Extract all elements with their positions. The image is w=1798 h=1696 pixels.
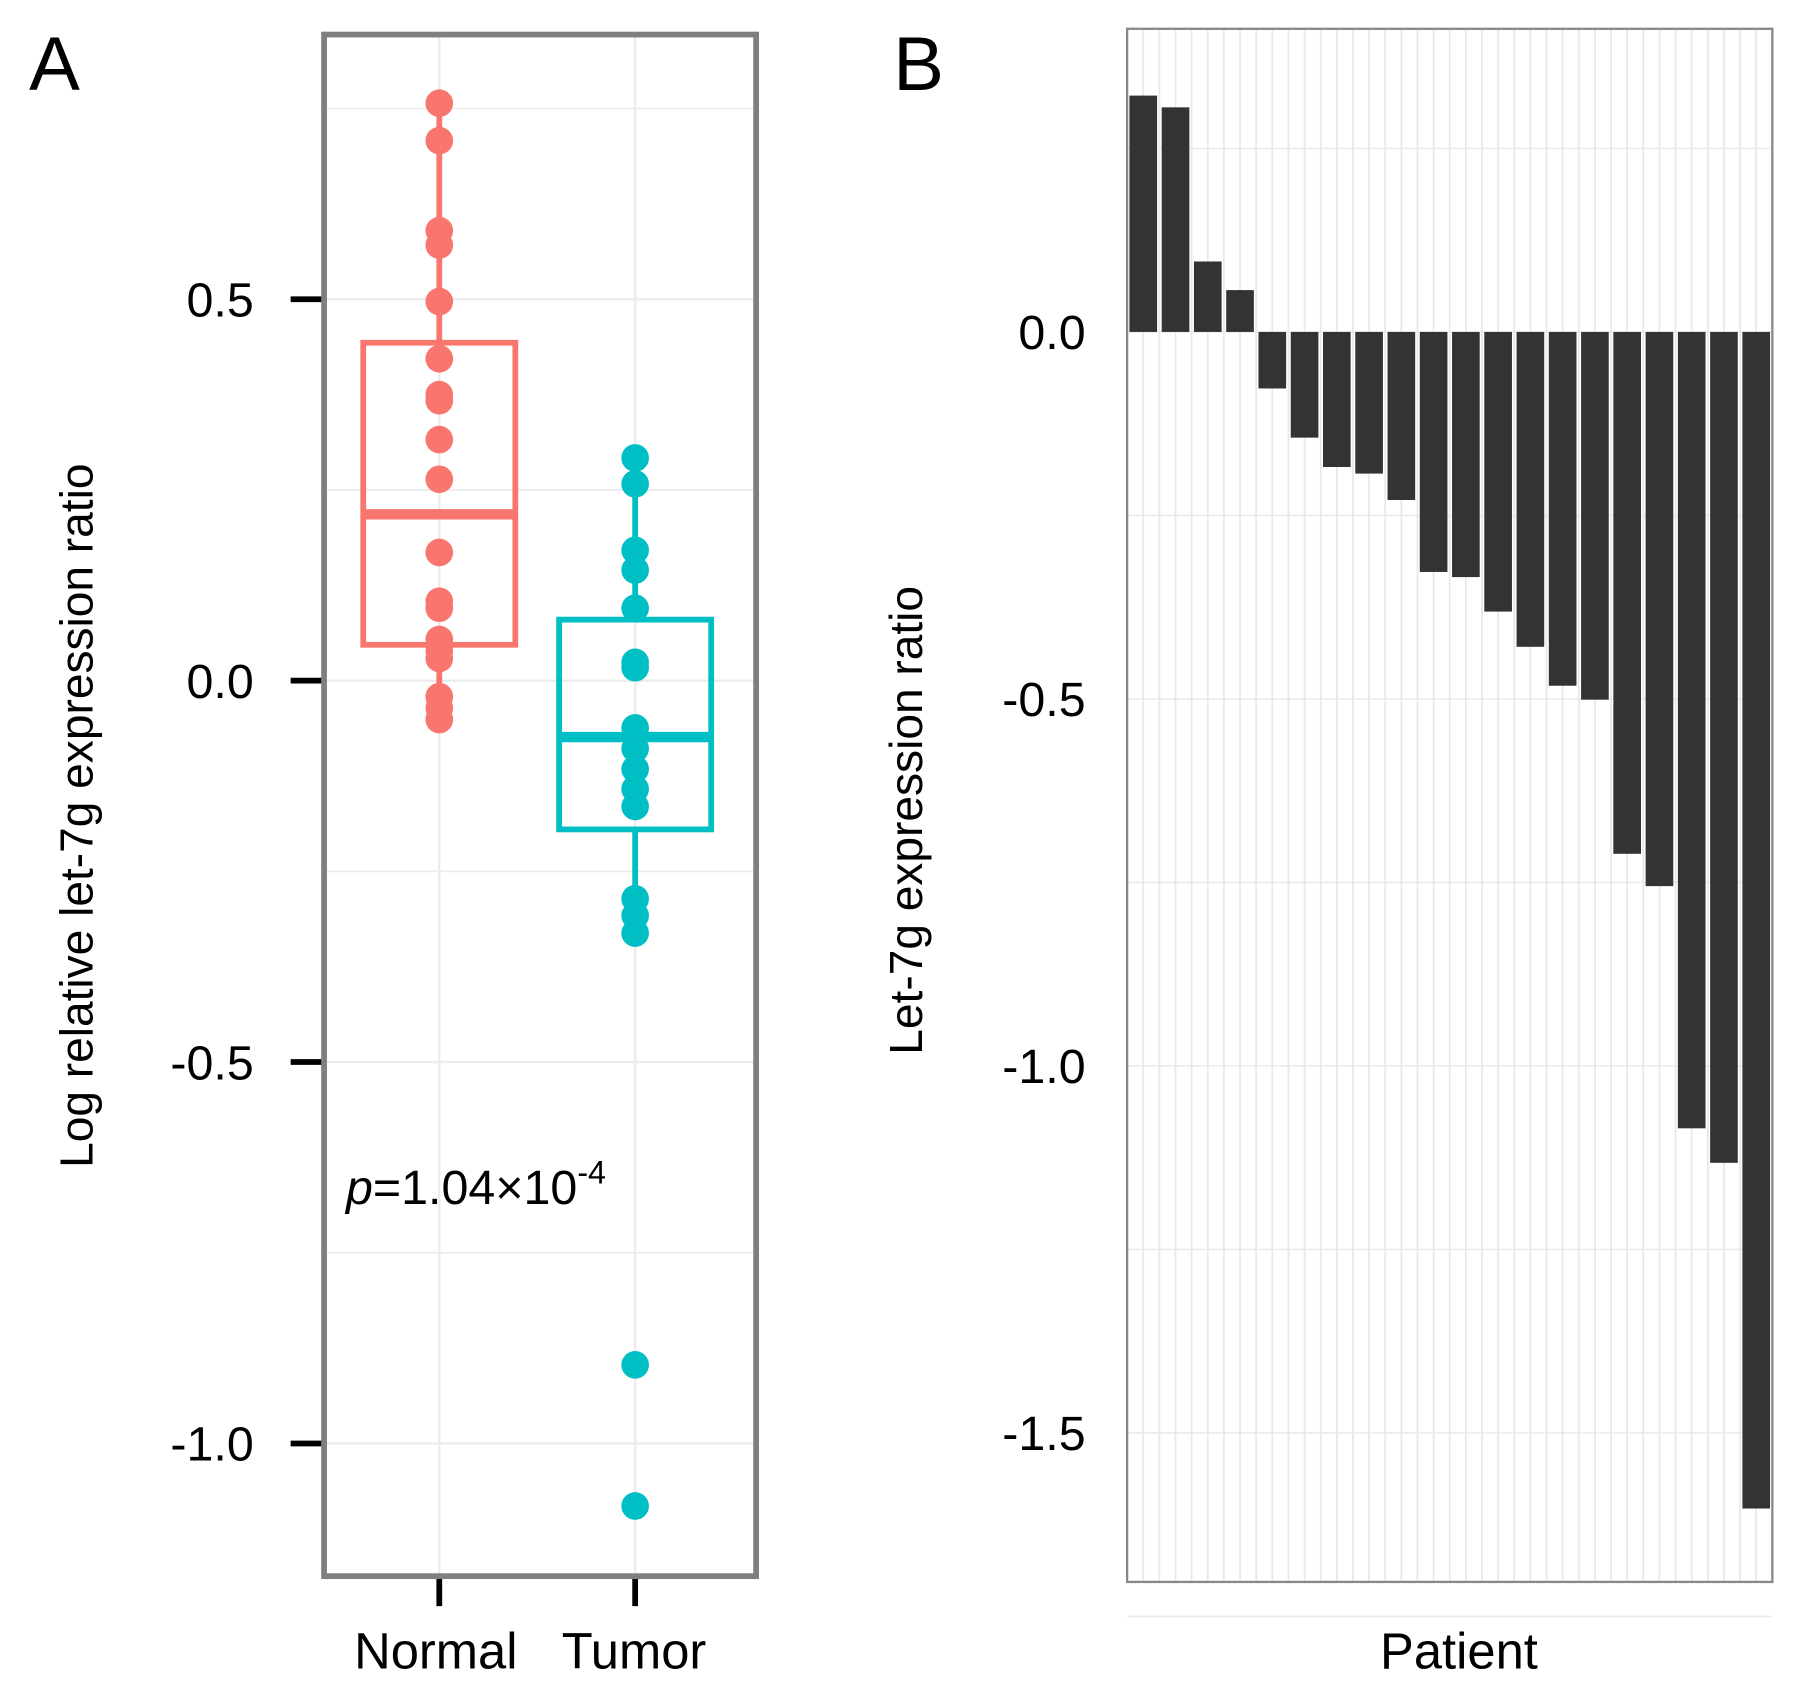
p-value-annotation: p=1.04×10-4 [344, 1154, 606, 1215]
bar [1290, 331, 1319, 438]
tumor-point [621, 734, 649, 763]
bar [1452, 331, 1480, 578]
normal-point [425, 287, 454, 316]
p-symbol: p [344, 1161, 373, 1215]
panel-a-border [321, 31, 760, 1580]
bar [1516, 331, 1545, 647]
tumor-point [621, 919, 649, 947]
panel-b-label: B [893, 22, 944, 107]
y-tick-label: 0.0 [187, 655, 254, 709]
tumor-point [621, 594, 649, 623]
normal-point [425, 89, 454, 118]
y-tick-label: -1.0 [170, 1418, 253, 1472]
panel-a-label: A [29, 22, 80, 107]
bar [1645, 331, 1674, 887]
normal-point [425, 425, 454, 454]
y-tick-label: -0.5 [170, 1036, 253, 1090]
panel-a-x-tick-normal: Normal [354, 1622, 517, 1679]
panel-a-y-axis-label: Log relative let-7g expression ratio [50, 464, 102, 1168]
normal-point [425, 386, 454, 415]
bar [1258, 331, 1287, 389]
y-tick-label: 0.5 [187, 274, 254, 328]
tumor-point [621, 714, 649, 742]
bar [1161, 107, 1190, 332]
normal-point [425, 538, 454, 567]
panel-b-y-axis-label: Let-7g expression ratio [880, 586, 932, 1055]
tumor-point [621, 1492, 649, 1520]
panel-a-x-tick-tumor: Tumor [562, 1622, 707, 1679]
panel-a: 0.5 0.0 -1.0 -0.5 [170, 31, 760, 1607]
bar [1677, 331, 1706, 1129]
panel-b: 0.0 -0.5 -1.0 -1.5 [1002, 27, 1774, 1618]
y-tick-label: -0.5 [1002, 673, 1085, 727]
bar [1129, 95, 1158, 332]
panel-b-x-axis-label: Patient [1380, 1622, 1538, 1679]
bar [1323, 331, 1351, 467]
normal-point [425, 344, 454, 373]
tumor-point [621, 444, 649, 472]
bar [1355, 331, 1383, 474]
tumor-point [621, 653, 649, 682]
bar [1742, 331, 1771, 1509]
tumor-point [621, 556, 649, 584]
p-value-exponent: -4 [577, 1154, 606, 1190]
y-tick-label: -1.0 [1002, 1040, 1085, 1094]
y-tick-label: -1.5 [1002, 1407, 1085, 1461]
y-tick-label: 0.0 [1018, 306, 1085, 360]
bar [1484, 331, 1512, 612]
normal-point [425, 594, 454, 623]
normal-point [425, 465, 454, 494]
bar [1193, 261, 1222, 332]
bar [1226, 290, 1254, 332]
bar [1387, 331, 1416, 501]
bar [1548, 331, 1577, 686]
p-value-text: =1.04×10 [373, 1161, 577, 1215]
tumor-point [621, 470, 649, 498]
bar [1710, 331, 1738, 1163]
normal-point [425, 231, 454, 259]
bar [1581, 331, 1609, 700]
tumor-point [621, 792, 649, 821]
panel-b-border [1125, 27, 1774, 1584]
tumor-point [621, 755, 649, 783]
tumor-point [621, 1351, 649, 1379]
bar [1613, 331, 1641, 854]
normal-point [425, 644, 454, 673]
tumor-point [621, 536, 649, 565]
bar [1419, 331, 1448, 572]
normal-point [425, 126, 454, 155]
normal-point [425, 705, 454, 734]
